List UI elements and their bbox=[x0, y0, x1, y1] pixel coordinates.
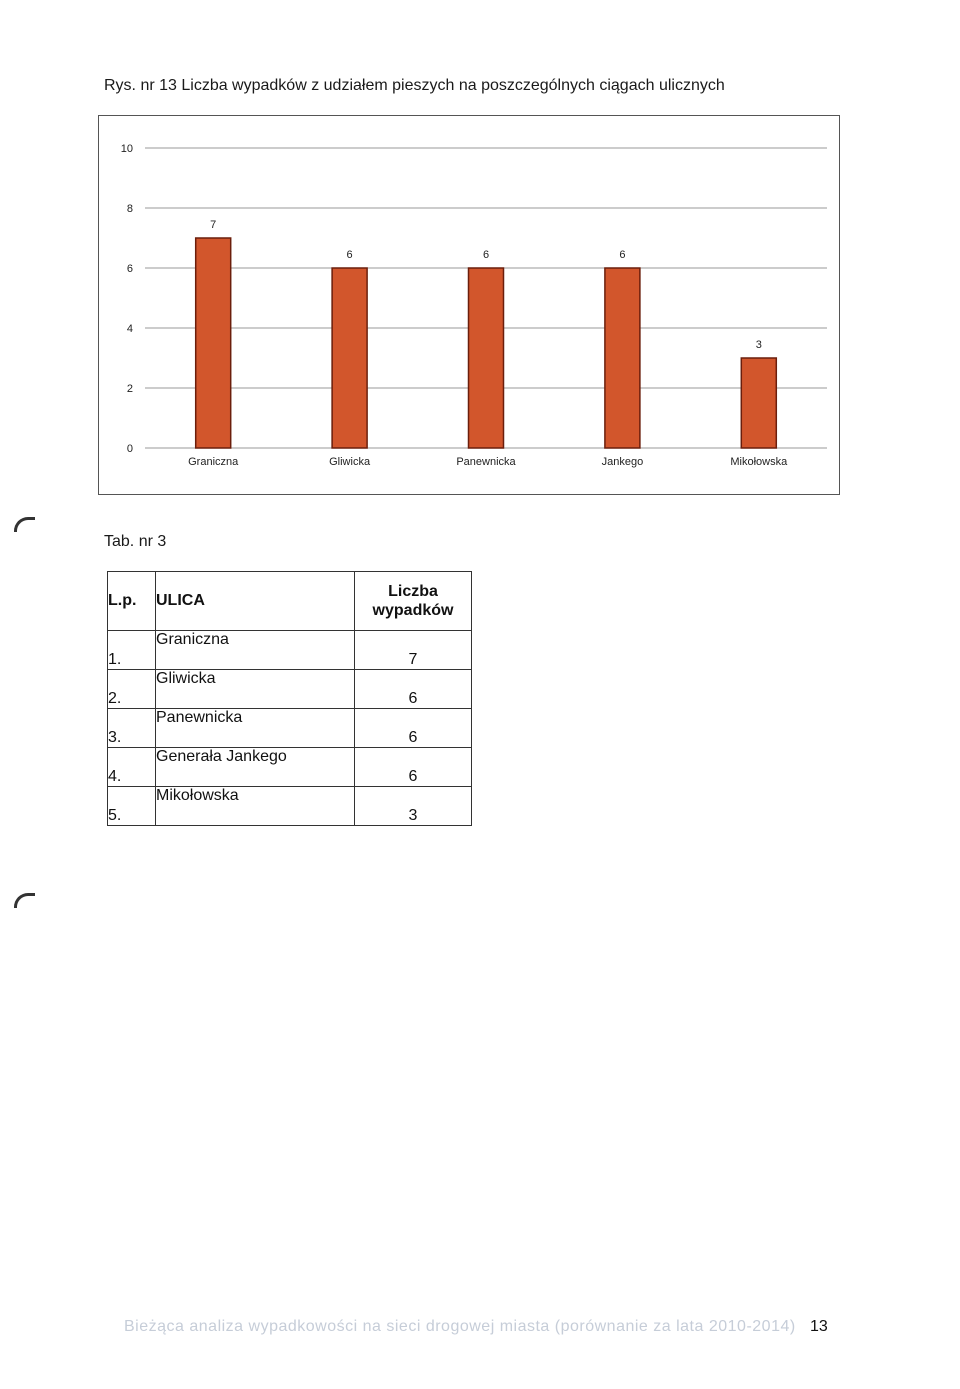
corner-mark-lower bbox=[14, 893, 35, 908]
table-header-row: L.p. ULICA Liczba wypadków bbox=[107, 571, 472, 631]
table-row: 3. Panewnicka 6 bbox=[107, 708, 472, 748]
row-ulica: Mikołowska bbox=[155, 786, 355, 826]
x-tick-label: Mikołowska bbox=[730, 456, 788, 468]
row-lp: 2. bbox=[107, 669, 156, 709]
row-ulica: Graniczna bbox=[155, 630, 355, 670]
row-lp: 5. bbox=[107, 786, 156, 826]
bar-data-label: 6 bbox=[619, 249, 625, 261]
header-lp: L.p. bbox=[107, 571, 156, 631]
table-row: 5. Mikołowska 3 bbox=[107, 786, 472, 826]
table-row: 2. Gliwicka 6 bbox=[107, 669, 472, 709]
bar-data-label: 7 bbox=[210, 219, 216, 231]
row-ulica: Gliwicka bbox=[155, 669, 355, 709]
table-row: 4. Generała Jankego 6 bbox=[107, 747, 472, 787]
x-tick-label: Panewnicka bbox=[456, 456, 516, 468]
bar-chart-frame: 0 2 4 6 8 10 7 Graniczna 6 Gliwicka 6 Panewnicka 6 Ja… bbox=[98, 115, 840, 495]
corner-mark-upper bbox=[14, 517, 35, 532]
y-tick-label: 10 bbox=[121, 143, 133, 155]
y-tick-label: 2 bbox=[127, 383, 133, 395]
x-tick-label: Gliwicka bbox=[329, 456, 371, 468]
row-liczba: 7 bbox=[354, 630, 472, 670]
page-number: 13 bbox=[810, 1318, 828, 1335]
bar-chart: 0 2 4 6 8 10 7 Graniczna 6 Gliwicka 6 Panewnicka 6 Ja… bbox=[121, 143, 827, 468]
row-liczba: 6 bbox=[354, 669, 472, 709]
footer-text: Bieżąca analiza wypadkowości na sieci dr… bbox=[124, 1318, 796, 1335]
header-liczba: Liczba wypadków bbox=[354, 571, 472, 631]
y-tick-label: 4 bbox=[127, 323, 133, 335]
table-title: Tab. nr 3 bbox=[104, 533, 167, 550]
row-lp: 3. bbox=[107, 708, 156, 748]
bar bbox=[467, 267, 505, 449]
row-liczba: 6 bbox=[354, 747, 472, 787]
row-lp: 4. bbox=[107, 747, 156, 787]
bar-data-label: 3 bbox=[756, 339, 762, 351]
header-liczba-line1: Liczba bbox=[388, 583, 438, 600]
row-liczba: 3 bbox=[354, 786, 472, 826]
x-tick-label: Jankego bbox=[602, 456, 644, 468]
row-ulica: Panewnicka bbox=[155, 708, 355, 748]
bar bbox=[331, 267, 368, 449]
y-tick-label: 0 bbox=[127, 443, 133, 455]
x-tick-label: Graniczna bbox=[188, 456, 239, 468]
y-tick-label: 6 bbox=[127, 263, 133, 275]
header-liczba-line2: wypadków bbox=[372, 602, 454, 619]
chart-caption: Rys. nr 13 Liczba wypadków z udziałem pi… bbox=[104, 77, 725, 94]
bar-data-label: 6 bbox=[347, 249, 353, 261]
row-ulica: Generała Jankego bbox=[155, 747, 355, 787]
row-lp: 1. bbox=[107, 630, 156, 670]
accidents-table: L.p. ULICA Liczba wypadków 1. Graniczna … bbox=[107, 571, 472, 826]
bar-data-label: 6 bbox=[483, 249, 489, 261]
row-liczba: 6 bbox=[354, 708, 472, 748]
bar bbox=[194, 237, 232, 449]
bar bbox=[604, 267, 641, 449]
bar bbox=[740, 357, 778, 449]
table-row: 1. Graniczna 7 bbox=[107, 630, 472, 670]
y-tick-label: 8 bbox=[127, 203, 133, 215]
header-ulica: ULICA bbox=[155, 571, 355, 631]
